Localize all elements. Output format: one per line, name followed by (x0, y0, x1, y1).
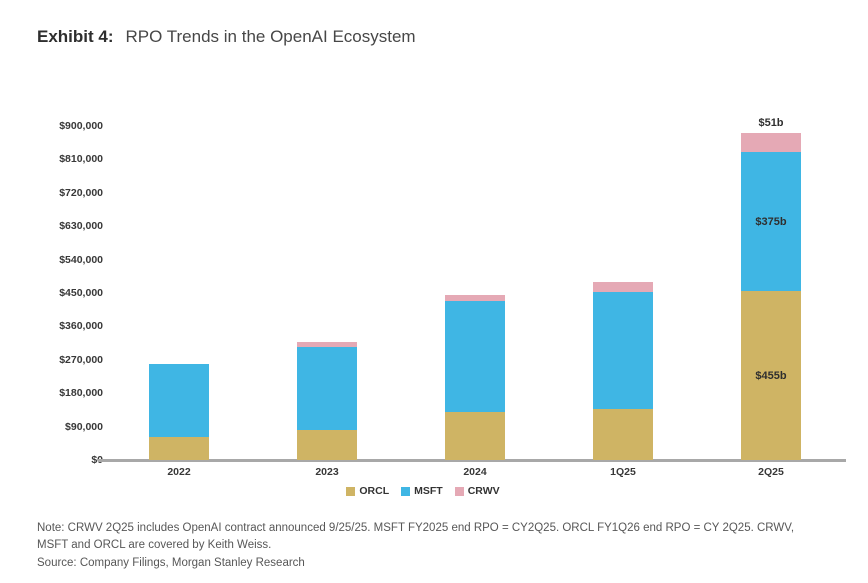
legend-swatch-crwv (454, 486, 464, 496)
y-tick-label: $180,000 (59, 387, 103, 400)
y-tick-label: $720,000 (59, 186, 103, 199)
y-tick-label: $0 (20, 453, 103, 467)
x-axis-line (98, 459, 846, 462)
x-axis-label-2022: 2022 (167, 466, 191, 478)
legend-label: ORCL (359, 485, 390, 497)
bar-segment-crwv-2024 (445, 294, 505, 302)
bar-value-label-crwv: $51b (758, 117, 784, 130)
chart-legend: ORCL MSFT CRWV (0, 485, 846, 497)
legend-label: CRWV (467, 485, 500, 497)
source-text: Source: Company Filings, Morgan Stanley … (37, 556, 305, 569)
y-tick-label: $270,000 (59, 353, 103, 366)
bar-segment-orcl-1q25 (593, 408, 653, 460)
rpo-stacked-bar-chart: $0 $90,000 $180,000 $270,000 $360,000 $450,00… (0, 117, 846, 497)
page-title: RPO Trends in the OpenAI Ecosystem (125, 27, 416, 46)
y-tick-label: $90,000 (65, 420, 103, 433)
y-tick-label: $810,000 (59, 153, 103, 166)
bar-segment-orcl-2023 (297, 430, 357, 460)
legend-item-orcl: ORCL (346, 485, 389, 497)
x-axis-label-2023: 2023 (315, 466, 339, 478)
x-axis-label-2024: 2024 (463, 466, 487, 478)
bar-segment-crwv-1q25 (593, 282, 653, 292)
legend-label: MSFT (414, 485, 443, 497)
exhibit-title-row: Exhibit 4: RPO Trends in the OpenAI Ecosy… (37, 27, 416, 47)
bar-segment-orcl-2024 (445, 411, 505, 460)
legend-swatch-orcl (346, 486, 356, 496)
bar-segment-msft-2023 (297, 347, 357, 431)
bar-segment-msft-1q25 (593, 291, 653, 409)
bar-segment-msft-2022 (149, 364, 209, 437)
x-axis-label-1q25: 1Q25 (610, 466, 636, 478)
bar-segment-orcl-2q25 (741, 291, 801, 460)
bar-segment-orcl-2022 (149, 436, 209, 460)
y-tick-label: $540,000 (59, 253, 103, 266)
y-tick-label: $900,000 (59, 120, 103, 132)
y-tick-label: $450,000 (59, 287, 103, 299)
legend-item-crwv: CRWV (454, 485, 500, 497)
bar-segment-crwv-2023 (297, 342, 357, 348)
bar-value-label-msft: $375b (755, 215, 787, 228)
legend-swatch-msft (401, 486, 411, 496)
y-tick-label: $360,000 (59, 320, 103, 333)
note-text: Note: CRWV 2Q25 includes OpenAI contract… (37, 522, 795, 552)
legend-item-msft: MSFT (401, 485, 443, 497)
bar-segment-msft-2q25 (741, 151, 801, 292)
footnote-block: Note: CRWV 2Q25 includes OpenAI contract… (37, 520, 821, 572)
x-axis-label-2q25: 2Q25 (758, 466, 784, 478)
bar-segment-msft-2024 (445, 301, 505, 412)
bar-segment-crwv-2q25 (741, 133, 801, 152)
y-tick-label: $630,000 (59, 220, 103, 233)
exhibit-label: Exhibit 4: (37, 27, 114, 46)
bar-value-label-orcl: $455b (755, 369, 787, 382)
